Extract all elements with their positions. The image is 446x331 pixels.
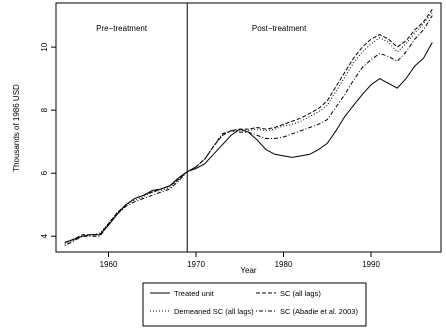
x-tick-label: 1970 bbox=[187, 260, 205, 269]
y-tick-label: 10 bbox=[40, 42, 49, 51]
y-axis-label: Thousands of 1986 USD bbox=[12, 84, 21, 172]
legend: Treated unit SC (all lags) Demeaned SC (al… bbox=[142, 282, 367, 327]
legend-label-1: Treated unit bbox=[174, 289, 215, 298]
x-tick-label: 1980 bbox=[275, 260, 293, 269]
series-line-4 bbox=[64, 15, 433, 247]
legend-label-4: SC (Abadie et al. 2003) bbox=[280, 307, 358, 316]
y-tick-label: 4 bbox=[40, 233, 49, 238]
y-tick-label: 6 bbox=[40, 170, 49, 175]
legend-label-2: Demeaned SC (all lags) bbox=[174, 307, 254, 316]
annotation-layer: Pre−treatment Post−treatment bbox=[96, 24, 307, 33]
x-tick-label: 1990 bbox=[362, 260, 380, 269]
x-axis: 1960 1970 1980 1990 bbox=[100, 252, 380, 269]
legend-items: Treated unit SC (all lags) Demeaned SC (al… bbox=[150, 289, 358, 316]
plot-frame bbox=[55, 2, 442, 253]
region-annotation: Post−treatment bbox=[252, 24, 307, 33]
y-tick-label: 8 bbox=[40, 107, 49, 112]
x-tick-label: 1960 bbox=[100, 260, 118, 269]
x-axis-label: Year bbox=[240, 266, 257, 275]
series-line-2 bbox=[64, 12, 433, 245]
y-axis: 4 6 8 10 bbox=[40, 42, 56, 238]
region-annotation: Pre−treatment bbox=[96, 24, 148, 33]
legend-box bbox=[142, 282, 367, 327]
series-line-3 bbox=[64, 9, 433, 243]
legend-label-3: SC (all lags) bbox=[280, 289, 321, 298]
series-layer bbox=[64, 9, 433, 247]
